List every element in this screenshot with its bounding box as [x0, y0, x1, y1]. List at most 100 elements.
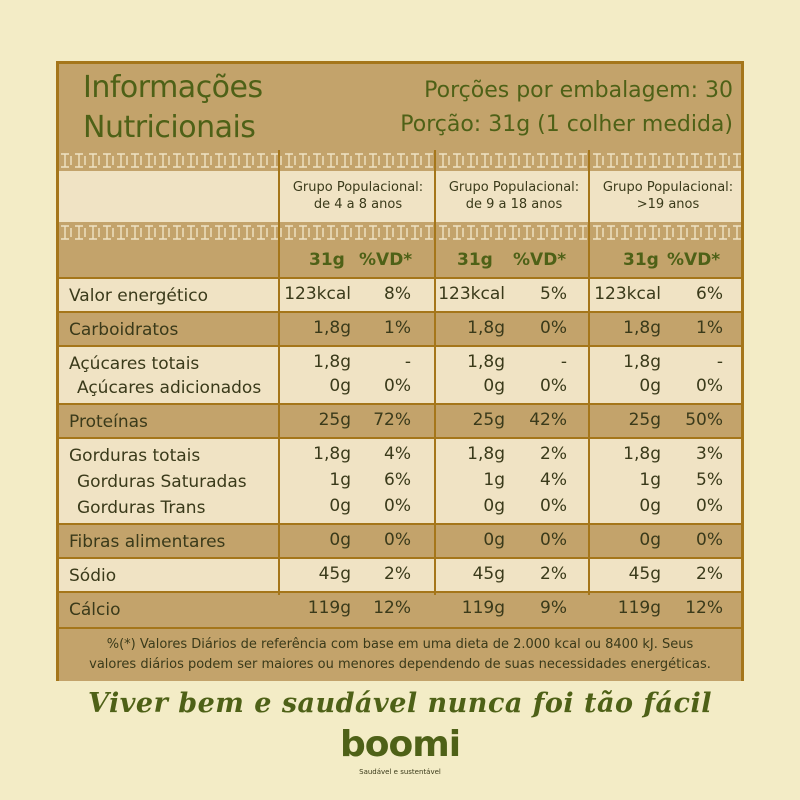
- amount-g2: 25g: [472, 410, 505, 430]
- amount-g3: 123kcal: [594, 284, 661, 304]
- vd-g2: 42%: [529, 410, 567, 430]
- nutrient-label: Valor energético: [69, 286, 209, 306]
- amount-g3: 0g: [639, 530, 661, 550]
- amount-g3: 45g: [628, 564, 661, 584]
- nutrient-label: Cálcio: [69, 600, 121, 620]
- amount-g1: 0g: [329, 496, 351, 516]
- amount-g2: 1,8g: [467, 352, 505, 372]
- amount-g3: 1,8g: [623, 318, 661, 338]
- nutrient-label: Açúcares totais: [69, 354, 200, 374]
- vd-g2: 0%: [540, 318, 567, 338]
- amount-g3: 119g: [617, 598, 661, 618]
- g1-vd-header: %VD*: [359, 250, 413, 270]
- vd-g1: 2%: [384, 564, 411, 584]
- slogan: Viver bem e saudável nunca foi tão fácil: [88, 688, 712, 719]
- g3-amount-header: 31g: [623, 250, 659, 270]
- pattern-band-top: [59, 150, 741, 171]
- vd-g2: 0%: [540, 376, 567, 396]
- footnote-line-1: %(*) Valores Diários de referência com b…: [106, 637, 694, 652]
- title-line-2: Nutricionais: [83, 110, 256, 145]
- vd-g3: 5%: [696, 470, 723, 490]
- group-header-row: Grupo Populacional: de 4 a 8 anos Grupo P…: [59, 171, 741, 222]
- row-fiber: Fibras alimentares: [59, 523, 741, 557]
- row-energy: Valor energético: [59, 277, 741, 311]
- row-sodium: Sódio: [59, 557, 741, 591]
- amount-g1: 25g: [318, 410, 351, 430]
- amount-g2: 1,8g: [467, 444, 505, 464]
- group-3-header: Grupo Populacional: >19 anos: [602, 180, 734, 212]
- vd-g1: 4%: [384, 444, 411, 464]
- nutrient-label: Carboidratos: [69, 320, 179, 340]
- vd-g2: 9%: [540, 598, 567, 618]
- portion-size: Porção: 31g (1 colher medida): [400, 112, 733, 137]
- footnote: %(*) Valores Diários de referência com b…: [59, 627, 741, 681]
- nutrient-label: Fibras alimentares: [69, 532, 226, 552]
- vd-g2: 2%: [540, 564, 567, 584]
- vd-g1: 6%: [384, 470, 411, 490]
- pattern-band-middle: [59, 222, 741, 243]
- amount-g1: 1,8g: [313, 318, 351, 338]
- vd-g3: 6%: [696, 284, 723, 304]
- vd-g3: -: [716, 352, 723, 372]
- vd-g1: 72%: [373, 410, 411, 430]
- vd-g2: 0%: [540, 496, 567, 516]
- amount-g2: 0g: [483, 496, 505, 516]
- column-header-row: 31g %VD* 31g %VD* 31g %VD*: [59, 243, 741, 277]
- row-sugars: Açúcares totais Açúcares adicionados: [59, 345, 741, 403]
- vd-g1: 8%: [384, 284, 411, 304]
- amount-g3: 1g: [639, 470, 661, 490]
- amount-g1: 0g: [329, 530, 351, 550]
- brand-name: boomi: [339, 724, 461, 765]
- amount-g2: 0g: [483, 376, 505, 396]
- header: Informações Nutricionais Porções por emb…: [59, 64, 741, 150]
- amount-g3: 1,8g: [623, 444, 661, 464]
- amount-g1: 0g: [329, 376, 351, 396]
- amount-g2: 119g: [461, 598, 505, 618]
- vd-g3: 0%: [696, 376, 723, 396]
- vd-g2: 2%: [540, 444, 567, 464]
- nutrition-panel: Informações Nutricionais Porções por emb…: [56, 61, 744, 681]
- group-1-header: Grupo Populacional: de 4 a 8 anos: [292, 180, 424, 212]
- amount-g3: 0g: [639, 376, 661, 396]
- nutrient-sublabel: Açúcares adicionados: [77, 378, 262, 398]
- amount-g2: 45g: [472, 564, 505, 584]
- row-protein: Proteínas: [59, 403, 741, 437]
- vd-g1: -: [404, 352, 411, 372]
- column-divider: [434, 150, 436, 595]
- column-divider: [278, 150, 280, 595]
- amount-g3: 0g: [639, 496, 661, 516]
- footnote-line-2: valores diários podem ser maiores ou men…: [89, 657, 711, 672]
- vd-g2: 5%: [540, 284, 567, 304]
- amount-g1: 45g: [318, 564, 351, 584]
- nutrient-label: Gorduras totais: [69, 446, 201, 466]
- g1-amount-header: 31g: [309, 250, 345, 270]
- amount-g2: 0g: [483, 530, 505, 550]
- nutrient-label: Sódio: [69, 566, 117, 586]
- brand-logo: boomi Saudável e sustentável: [338, 724, 462, 780]
- amount-g1: 1,8g: [313, 444, 351, 464]
- servings-per-package: Porções por embalagem: 30: [424, 78, 733, 103]
- vd-g1: 0%: [384, 376, 411, 396]
- group-2-header: Grupo Populacional: de 9 a 18 anos: [448, 180, 580, 212]
- nutrient-sublabel: Gorduras Trans: [77, 498, 206, 518]
- vd-g3: 50%: [685, 410, 723, 430]
- vd-g1: 1%: [384, 318, 411, 338]
- vd-g3: 1%: [696, 318, 723, 338]
- row-calcium: Cálcio: [59, 591, 741, 627]
- row-fat: Gorduras totais Gorduras Saturadas Gordu…: [59, 437, 741, 523]
- vd-g3: 12%: [685, 598, 723, 618]
- vd-g1: 12%: [373, 598, 411, 618]
- column-divider: [588, 150, 590, 595]
- vd-g1: 0%: [384, 530, 411, 550]
- brand-tagline: Saudável e sustentável: [359, 768, 441, 776]
- vd-g2: 4%: [540, 470, 567, 490]
- vd-g3: 0%: [696, 496, 723, 516]
- title-line-1: Informações: [83, 70, 263, 105]
- amount-g2: 1,8g: [467, 318, 505, 338]
- amount-g1: 1,8g: [313, 352, 351, 372]
- amount-g1: 123kcal: [284, 284, 351, 304]
- vd-g2: -: [560, 352, 567, 372]
- g2-amount-header: 31g: [457, 250, 493, 270]
- amount-g3: 1,8g: [623, 352, 661, 372]
- nutrient-label: Proteínas: [69, 412, 148, 432]
